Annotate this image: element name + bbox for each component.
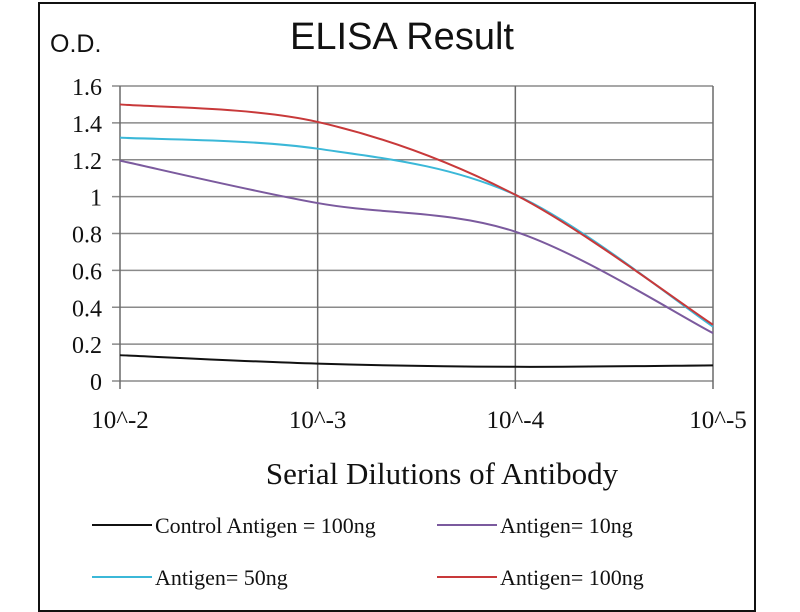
chart-title: ELISA Result [290,16,514,58]
legend-label: Antigen= 10ng [500,513,633,538]
y-tick-label: 0.8 [72,223,102,249]
y-tick-label: 1.2 [72,149,102,175]
y-tick-label: 1.6 [72,75,102,101]
series-line-1 [119,159,714,334]
y-tick-label: 1.4 [72,112,102,138]
y-axis-label: O.D. [50,30,101,58]
x-tick-label: 10^-3 [289,407,347,434]
legend-label: Antigen= 100ng [500,565,644,590]
y-tick-label: 1 [90,186,102,212]
legend-label: Control Antigen = 100ng [155,513,376,538]
y-tick-label: 0.6 [72,259,102,285]
y-tick-label: 0.4 [72,296,102,322]
series-line-2 [119,136,714,328]
y-tick-label: 0 [90,370,102,396]
x-axis-label: Serial Dilutions of Antibody [266,456,619,491]
x-tick-label: 10^-4 [487,407,545,434]
x-tick-label: 10^-5 [689,407,747,434]
legend-label: Antigen= 50ng [155,565,288,590]
series-line-3 [119,103,714,326]
x-tick-label: 10^-2 [91,407,149,434]
series-line-0 [119,354,714,368]
y-tick-label: 0.2 [72,333,102,359]
